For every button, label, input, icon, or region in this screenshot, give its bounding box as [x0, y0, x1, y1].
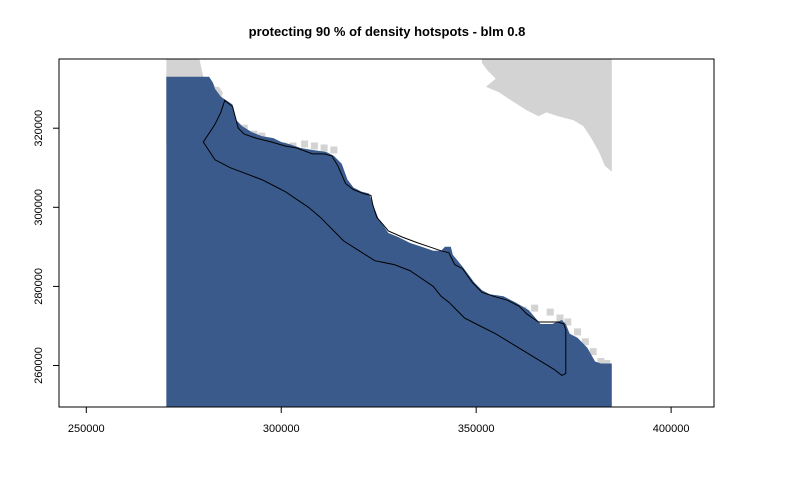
reserve-outline — [202, 99, 567, 376]
land-cell — [320, 144, 328, 152]
land-cell — [589, 348, 597, 356]
y-tick-label: 260000 — [33, 347, 45, 384]
land-cell — [330, 146, 338, 154]
land-cell — [556, 314, 564, 322]
x-tick-label: 350000 — [458, 423, 495, 435]
y-tick-label: 320000 — [33, 110, 45, 147]
land-cell — [564, 318, 572, 326]
land-cell — [546, 308, 554, 316]
land-cell — [581, 338, 589, 346]
land-cell — [597, 358, 605, 366]
chart-title: protecting 90 % of density hotspots - bl… — [249, 24, 526, 39]
land-cell — [574, 328, 582, 336]
land-cell — [301, 140, 309, 148]
x-tick-label: 300000 — [263, 423, 300, 435]
land-cell — [531, 304, 539, 312]
x-axis: 250000 300000 350000 400000 — [68, 406, 690, 435]
land-cell — [310, 142, 318, 150]
x-tick-label: 400000 — [653, 423, 690, 435]
land-area-east — [482, 59, 612, 172]
y-tick-label: 280000 — [33, 268, 45, 305]
x-tick-label: 250000 — [68, 423, 105, 435]
y-axis: 260000 280000 300000 320000 — [33, 110, 60, 384]
y-tick-label: 300000 — [33, 189, 45, 226]
selected-planning-units — [166, 76, 612, 407]
map-layers — [166, 59, 612, 407]
